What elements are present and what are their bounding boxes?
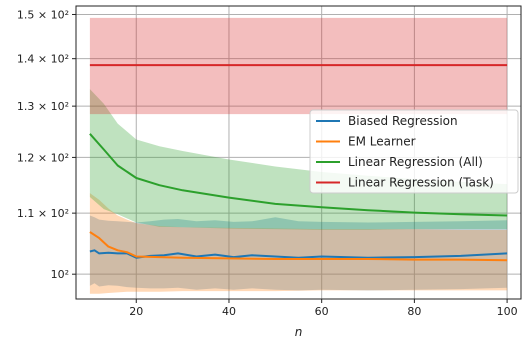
y-tick-label-3: 1.3 × 10² [17,100,69,113]
series-lines [89,64,508,262]
y-tick-label-1: 1.1 × 10² [17,207,69,220]
legend-label-1: EM Learner [348,135,416,149]
y-tick-label-4: 1.4 × 10² [17,53,69,66]
x-axis-label: n [295,325,303,339]
legend-label-3: Linear Regression (Task) [348,176,494,190]
legend-label-0: Biased Regression [348,114,458,128]
x-tick-label-1: 40 [222,305,236,318]
y-tick-label-5: 1.5 × 10² [17,8,69,21]
x-tick-label-3: 80 [407,305,421,318]
band-series-1 [89,193,508,294]
band-series-0 [89,215,508,291]
x-tick-label-0: 20 [129,305,143,318]
band-series-2 [89,89,508,230]
y-tick-label-2: 1.2 × 10² [17,151,69,164]
line-series-2 [89,133,508,217]
axis-ticks: 20 40 60 80 100 10² 1.1 × 10² 1.2 × 10² 1.3 × 10… [17,8,518,318]
x-tick-label-4: 100 [497,305,518,318]
legend: Biased Regression EM Learner Linear Regres… [309,109,519,194]
plot-area-frame [75,5,522,300]
x-tick-label-2: 60 [315,305,329,318]
legend-box [309,109,519,194]
line-series-1 [89,231,508,262]
y-tick-label-0: 10² [51,268,69,281]
line-series-0 [89,249,508,259]
legend-label-2: Linear Regression (All) [348,155,483,169]
